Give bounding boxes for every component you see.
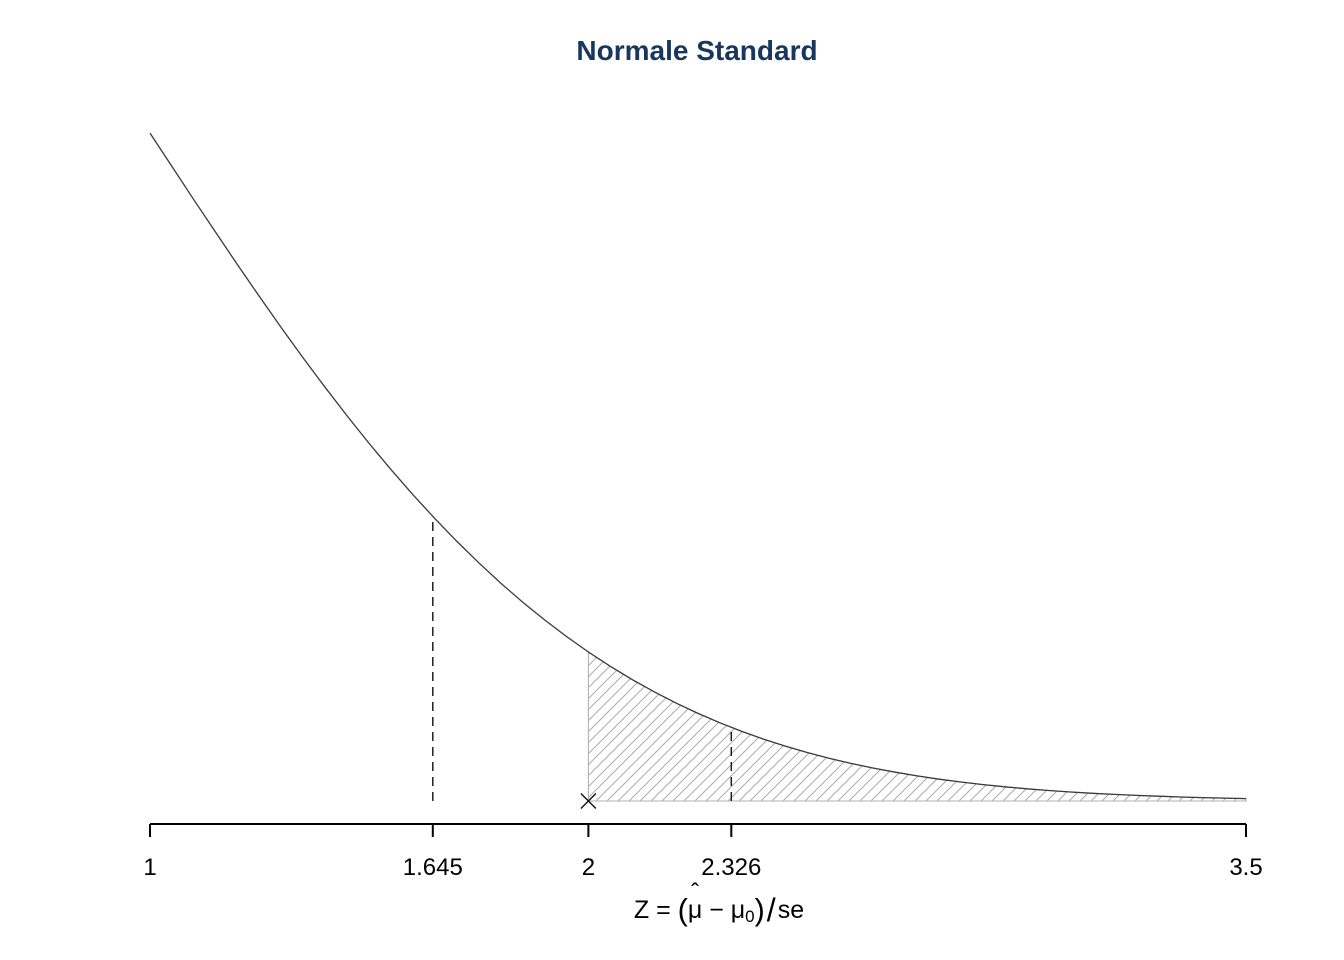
mu-symbol: μ (687, 896, 703, 925)
x-axis-label: Z = (ˆ μ − μ0)/se (94, 881, 1344, 934)
x-tick-label-1: 1 (143, 854, 156, 881)
chart-title: Normale Standard (576, 35, 818, 66)
mu-zero-symbol: μ (730, 896, 746, 925)
xlabel-minus: − (702, 896, 731, 925)
xlabel-se: se (777, 896, 805, 925)
x-tick-label-2.326: 2.326 (701, 854, 761, 881)
observed-z-marker (580, 793, 597, 809)
x-tick-label-1.645: 1.645 (403, 854, 463, 881)
hat-accent: ˆ (691, 878, 700, 906)
xlabel-divide-slash: / (766, 892, 776, 929)
xlabel-z-prefix: Z = (633, 896, 678, 925)
mu-zero-subscript: 0 (745, 906, 755, 926)
xlabel-open-paren: ( (677, 893, 688, 927)
xlabel-close-paren: ) (754, 893, 765, 927)
density-curve (149, 132, 1247, 800)
x-tick-label-3.5: 3.5 (1229, 854, 1262, 881)
x-tick-label-2: 2 (582, 854, 595, 881)
rejection-region-shaded-area (587, 650, 1247, 802)
